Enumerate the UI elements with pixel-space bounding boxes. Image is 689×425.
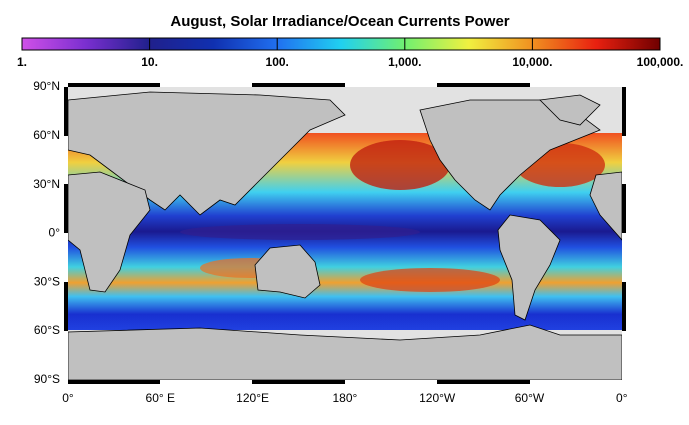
longitude-label: 0° (62, 391, 74, 405)
latitude-label: 60°N (33, 128, 60, 142)
map (68, 87, 622, 380)
colorbar-tick-label: 100. (266, 55, 289, 69)
longitude-label: 180° (332, 391, 357, 405)
colorbar-tick-label: 1. (17, 55, 27, 69)
colorbar-tick-label: 10,000. (512, 55, 552, 69)
latitude-label: 60°S (34, 323, 60, 337)
longitude-label: 120°E (236, 391, 269, 405)
longitude-label: 60°W (515, 391, 545, 405)
colorbar (21, 37, 661, 51)
colorbar-tick-label: 100,000. (637, 55, 684, 69)
longitude-label: 60° E (146, 391, 175, 405)
longitude-label: 0° (616, 391, 628, 405)
longitude-label: 120°W (419, 391, 456, 405)
colorbar-tick-label: 10. (141, 55, 158, 69)
colorbar-tick-label: 1,000. (388, 55, 421, 69)
latitude-label: 0° (49, 226, 61, 240)
latitude-label: 30°S (34, 274, 60, 288)
title: August, Solar Irradiance/Ocean Currents … (170, 13, 509, 30)
latitude-label: 30°N (33, 177, 60, 191)
latitude-label: 90°N (33, 79, 60, 93)
latitude-label: 90°S (34, 372, 60, 386)
frame-ticks (64, 83, 626, 384)
